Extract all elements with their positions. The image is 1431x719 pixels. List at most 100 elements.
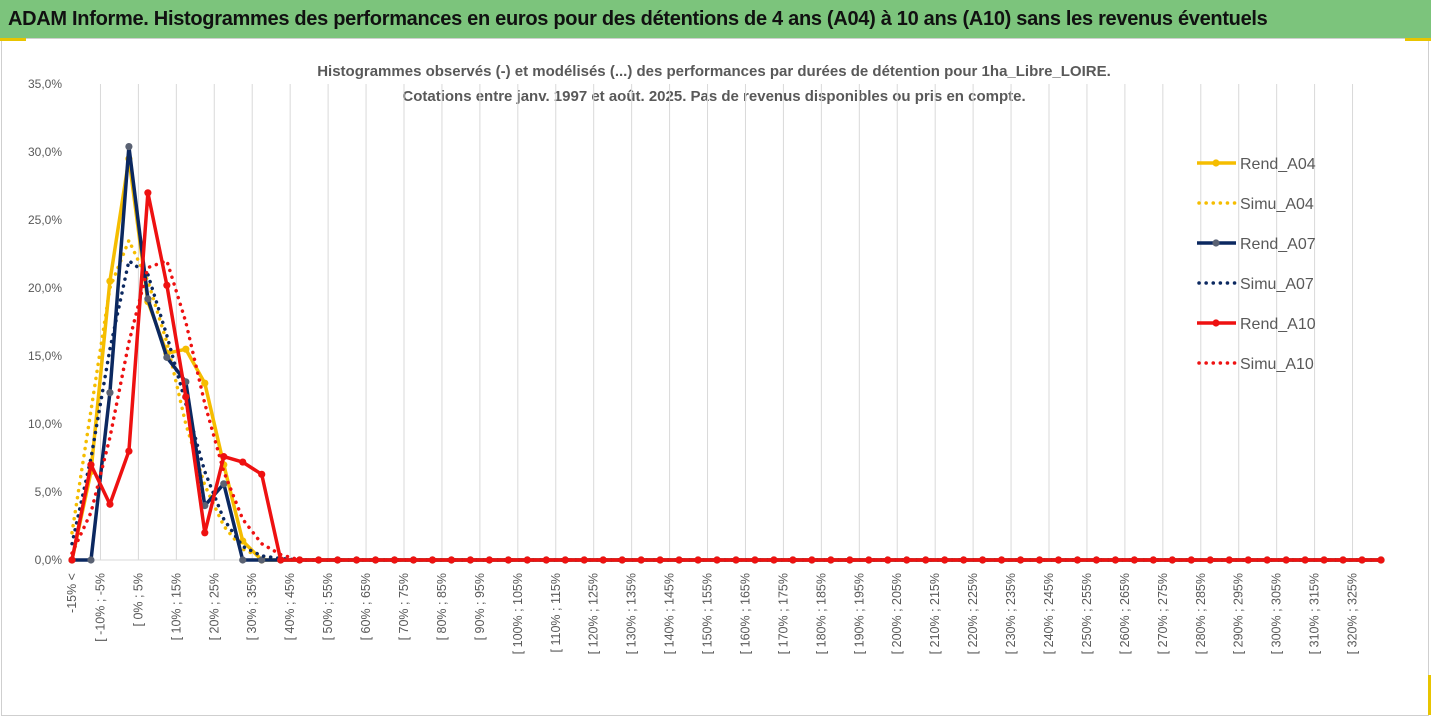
data-point-Rend_A07 [106, 389, 114, 397]
series-line-Rend_A10 [70, 191, 1383, 562]
banner: ADAM Informe. Histogrammes des performan… [0, 0, 1431, 38]
data-point-Rend_A10 [1054, 556, 1063, 564]
legend-label: Rend_A10 [1240, 316, 1316, 333]
x-tick-label: [ 180% ; 185% [814, 573, 828, 654]
x-tick-label: [ 90% ; 95% [473, 573, 487, 640]
x-tick-label: [ 170% ; 175% [776, 573, 790, 654]
x-tick-label: [ 0% ; 5% [131, 573, 145, 627]
data-point-Rend_A07 [220, 480, 228, 488]
chart-title: Histogrammes observés (-) et modélisés (… [317, 63, 1111, 80]
data-point-Rend_A10 [656, 556, 664, 564]
legend-marker [1212, 239, 1220, 247]
x-tick-label: [ 200% ; 205% [890, 573, 904, 654]
x-tick-label: [ 220% ; 225% [966, 573, 980, 654]
y-tick-label: 30,0% [28, 145, 62, 159]
x-tick-label: [ 130% ; 135% [625, 573, 639, 654]
legend-marker [1212, 319, 1220, 327]
x-tick-label: [ 300% ; 305% [1270, 573, 1284, 654]
frame-corner-accent [1428, 675, 1431, 715]
x-tick-label: [ 260% ; 265% [1118, 573, 1132, 654]
data-point-Rend_A10 [315, 556, 323, 564]
x-tick-label: [ 270% ; 275% [1156, 573, 1170, 654]
x-tick-label: [ 230% ; 235% [1004, 573, 1018, 654]
x-tick-label: [ 310% ; 315% [1308, 573, 1322, 654]
data-point-Rend_A10 [1016, 556, 1025, 564]
x-tick-label: [ 100% ; 105% [511, 573, 525, 654]
x-tick-label: [ 50% ; 55% [321, 573, 335, 640]
data-point-Rend_A10 [542, 556, 550, 564]
series [68, 142, 1385, 564]
data-point-Rend_A07 [258, 556, 266, 564]
x-tick-label: [ 240% ; 245% [1042, 573, 1056, 654]
data-point-Rend_A10 [770, 556, 778, 564]
frame-corner-accent [1405, 38, 1431, 41]
data-point-Rend_A10 [163, 281, 171, 289]
data-point-Rend_A10 [846, 556, 854, 564]
data-point-Rend_A07 [239, 556, 247, 564]
axes: 0,0% 5,0% 10,0% 15,0% 20,0% 25,0% 30,0% 35,0% -1… [28, 77, 1385, 654]
x-tick-label: [ -10% ; -5% [93, 573, 107, 642]
data-point-Rend_A10 [1187, 556, 1195, 564]
x-tick-label: [ 290% ; 295% [1232, 573, 1246, 654]
data-point-Rend_A10 [1130, 556, 1138, 564]
legend-label: Simu_A07 [1240, 276, 1314, 293]
legend-label: Simu_A04 [1240, 196, 1314, 213]
x-tick-label: [ 80% ; 85% [435, 573, 449, 640]
legend-marker [1212, 159, 1220, 167]
data-point-Rend_A10 [277, 556, 285, 564]
x-tick-label: -15% < [65, 573, 79, 613]
data-point-Rend_A04 [182, 345, 190, 353]
y-tick-label: 20,0% [28, 281, 62, 295]
chart-frame [1, 38, 1429, 716]
y-tick-label: 0,0% [35, 553, 63, 567]
x-tick-label: [ 140% ; 145% [663, 573, 677, 654]
data-point-Rend_A07 [87, 556, 95, 564]
data-point-Rend_A10 [713, 556, 721, 564]
data-point-Rend_A04 [201, 379, 209, 387]
data-point-Rend_A10 [182, 393, 190, 401]
data-point-Rend_A10 [1111, 556, 1120, 564]
x-tick-label: [ 110% ; 115% [549, 573, 563, 652]
x-tick-label: [ 40% ; 45% [283, 573, 297, 640]
data-point-Rend_A10 [1358, 556, 1366, 564]
data-point-Rend_A10 [125, 447, 133, 455]
x-tick-label: [ 60% ; 65% [359, 573, 373, 640]
x-tick-label: [ 150% ; 155% [701, 573, 715, 654]
legend-label: Rend_A07 [1240, 236, 1316, 253]
data-point-Rend_A10 [220, 453, 228, 461]
x-tick-label: [ 120% ; 125% [587, 573, 601, 654]
data-point-Rend_A10 [903, 556, 911, 564]
series-line-Simu_A10 [70, 259, 1383, 562]
data-point-Rend_A10 [1073, 556, 1082, 564]
data-point-Rend_A10 [258, 470, 266, 478]
chart-subtitle: Cotations entre janv. 1997 et août. 2025… [402, 88, 1025, 105]
data-point-Rend_A10 [428, 556, 437, 564]
x-tick-label: [ 190% ; 195% [852, 573, 866, 654]
x-tick-label: [ 70% ; 75% [397, 573, 411, 640]
x-tick-label: [ 210% ; 215% [928, 573, 942, 654]
banner-title: ADAM Informe. Histogrammes des performan… [8, 8, 1268, 30]
legend: Rend_A04 Simu_A04 Rend_A07 Simu_A07 Rend_A10… [1197, 156, 1316, 373]
x-tick-label: [ 10% ; 15% [169, 573, 183, 640]
x-tick-label: [ 30% ; 35% [245, 573, 259, 640]
data-point-Rend_A10 [827, 556, 835, 564]
data-point-Rend_A10 [106, 500, 114, 508]
data-point-Rend_A10 [1301, 556, 1309, 564]
y-tick-label: 15,0% [28, 349, 62, 363]
x-tick-label: [ 250% ; 255% [1080, 573, 1094, 654]
data-point-Rend_A10 [1225, 556, 1233, 564]
data-point-Rend_A07 [125, 142, 133, 151]
data-point-Rend_A10 [789, 556, 797, 564]
data-point-Rend_A10 [68, 556, 76, 564]
series-line-Simu_A07 [70, 259, 1383, 562]
data-point-Rend_A10 [997, 556, 1006, 564]
data-point-Rend_A10 [1168, 556, 1176, 564]
data-point-Rend_A10 [599, 556, 607, 564]
frame-corner-accent [0, 38, 26, 41]
y-tick-label: 25,0% [28, 213, 62, 227]
legend-label: Rend_A04 [1240, 156, 1316, 173]
data-point-Rend_A10 [371, 556, 380, 564]
data-point-Rend_A10 [144, 189, 152, 197]
data-point-Rend_A10 [485, 556, 493, 564]
